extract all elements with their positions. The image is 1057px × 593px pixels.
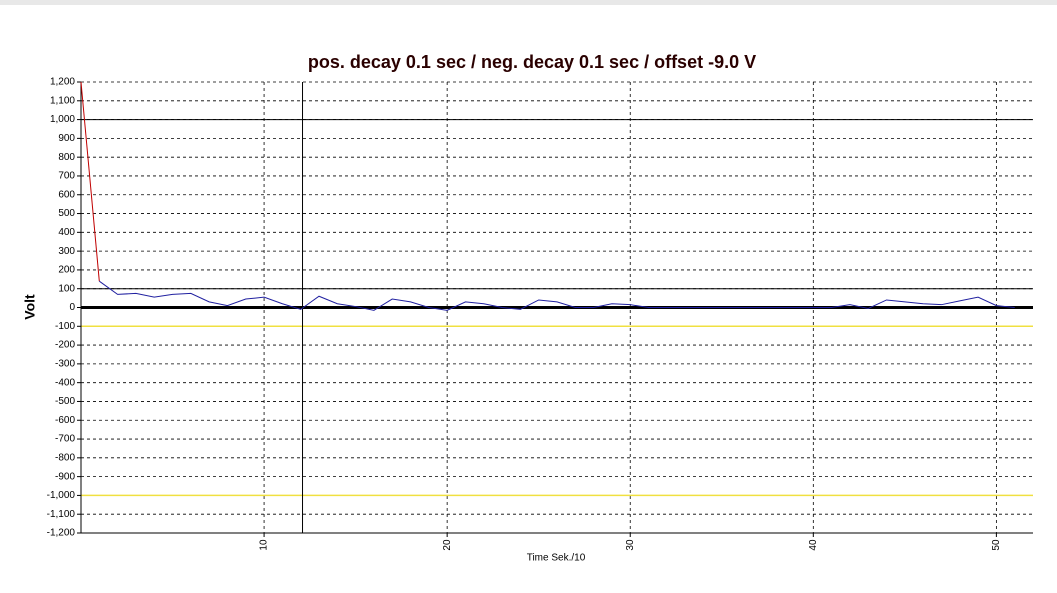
x-axis-label: Time Sek./10 (527, 553, 586, 564)
y-tick-label: -900 (55, 471, 75, 482)
y-tick-label: 1,200 (50, 77, 75, 88)
y-tick-label: -300 (55, 359, 75, 370)
y-tick-label: -1,200 (47, 528, 76, 539)
y-tick-label: 600 (58, 189, 75, 200)
y-tick-label: -600 (55, 415, 75, 426)
data-line (99, 280, 1015, 311)
y-tick-label: 300 (58, 246, 75, 257)
y-tick-label: -700 (55, 434, 75, 445)
x-tick-label: 50 (991, 539, 1002, 551)
data-line (80, 81, 100, 282)
chart-title: pos. decay 0.1 sec / neg. decay 0.1 sec … (308, 52, 756, 72)
y-tick-label: 200 (58, 265, 75, 276)
y-tick-label: 400 (58, 227, 75, 238)
x-tick-label: 20 (442, 539, 453, 551)
y-tick-label: 1,000 (50, 114, 75, 125)
y-tick-label: 500 (58, 208, 75, 219)
y-tick-label: 1,100 (50, 95, 75, 106)
y-tick-label: -1,100 (47, 509, 76, 520)
y-tick-label: -800 (55, 452, 75, 463)
x-tick-label: 30 (625, 539, 636, 551)
y-axis-label: Volt (22, 294, 38, 320)
x-tick-label: 40 (808, 539, 819, 551)
y-tick-label: 100 (58, 283, 75, 294)
y-tick-label: -200 (55, 340, 75, 351)
y-tick-label: 0 (69, 302, 75, 313)
y-tick-label: -100 (55, 321, 75, 332)
y-tick-label: -1,000 (47, 490, 76, 501)
y-tick-label: 800 (58, 152, 75, 163)
x-tick-label: 10 (259, 539, 270, 551)
y-tick-label: -400 (55, 377, 75, 388)
y-tick-label: 900 (58, 133, 75, 144)
y-tick-label: -500 (55, 396, 75, 407)
y-tick-label: 700 (58, 171, 75, 182)
top-bar (0, 0, 1057, 5)
